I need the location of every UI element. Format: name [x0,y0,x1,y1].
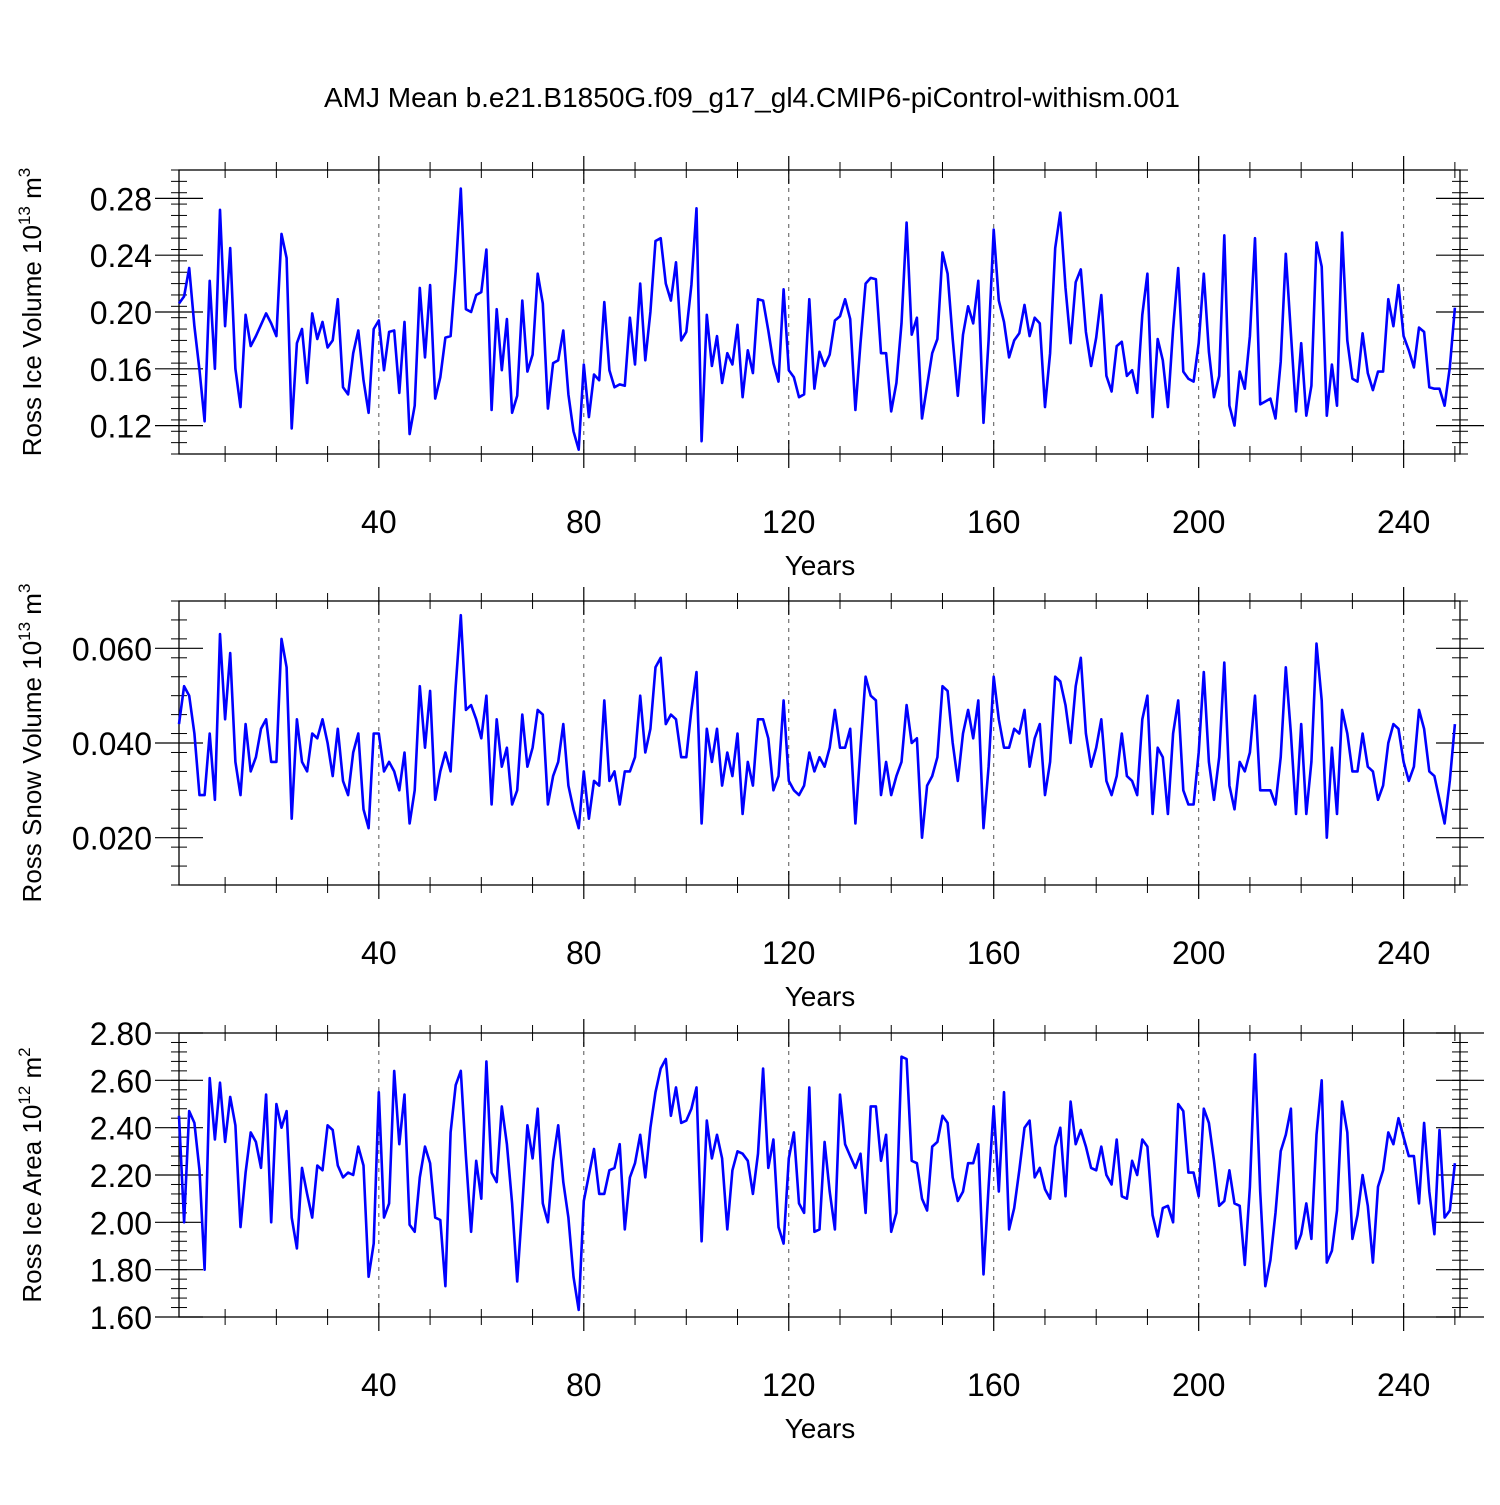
plot-frame [178,169,1461,455]
y-tick-label: 1.80 [90,1253,152,1289]
y-axis-label-unit-exponent: 3 [15,584,34,593]
x-tick-label: 120 [762,1367,815,1403]
chart-title: AMJ Mean b.e21.B1850G.f09_g17_gl4.CMIP6-… [324,82,1180,113]
y-axis-label: Ross Ice Volume 1013 m3 [15,168,47,457]
y-axis-label-unit: m [17,177,47,206]
y-axis-label-unit-exponent: 3 [15,168,34,177]
x-tick-label: 160 [967,935,1020,971]
y-tick-label: 2.80 [90,1016,152,1052]
x-tick-label: 200 [1172,504,1225,540]
y-tick-label: 0.28 [90,181,152,217]
y-tick-label: 2.20 [90,1158,152,1194]
plot-frame [178,600,1461,886]
y-tick-label: 0.24 [90,238,152,274]
x-tick-label: 200 [1172,1367,1225,1403]
panel-2: 40 80 120 160 200 240 0.020 0.040 0.060 Years Ross… [15,584,1484,1012]
x-tick-label: 160 [967,1367,1020,1403]
y-axis-label-exponent: 12 [15,1086,34,1105]
y-tick-label: 1.60 [90,1300,152,1336]
x-axis-label: Years [785,550,856,581]
y-tick-label: 0.060 [72,631,152,667]
y-tick-label: 2.00 [90,1205,152,1241]
x-tick-label: 80 [566,1367,602,1403]
y-tick-label: 0.20 [90,295,152,331]
x-axis-label: Years [785,981,856,1012]
y-tick-label: 2.40 [90,1111,152,1147]
x-tick-label: 40 [361,504,397,540]
y-axis-label: Ross Ice Area 1012 m2 [15,1047,47,1302]
x-tick-label: 240 [1377,935,1430,971]
x-tick-label: 240 [1377,1367,1430,1403]
x-tick-label: 40 [361,1367,397,1403]
x-tick-label: 120 [762,935,815,971]
plot-frame [178,1032,1461,1318]
y-tick-label: 0.020 [72,821,152,857]
series-line [177,187,1457,452]
y-tick-label: 0.16 [90,352,152,388]
series-line [177,613,1457,840]
y-axis-label-main: Ross Snow Volume 10 [17,641,47,903]
y-axis-label-unit: m [17,1057,47,1086]
panel-3: 40 80 120 160 200 240 1.60 1.80 2.00 2.20 2.40 2.60… [15,1016,1484,1444]
y-axis-label-unit: m [17,593,47,622]
x-tick-label: 40 [361,935,397,971]
y-axis-label-exponent: 13 [15,622,34,641]
panel-1: 40 80 120 160 200 240 0.12 0.16 0.20 0.24 0.28 Year… [15,156,1484,581]
x-tick-label: 240 [1377,504,1430,540]
series-line [177,1053,1457,1312]
y-axis-label-unit-exponent: 2 [15,1047,34,1056]
x-tick-label: 160 [967,504,1020,540]
y-tick-label: 2.60 [90,1063,152,1099]
y-tick-label: 0.040 [72,726,152,762]
x-tick-label: 120 [762,504,815,540]
x-tick-label: 200 [1172,935,1225,971]
x-axis-label: Years [785,1413,856,1444]
y-axis-label-exponent: 13 [15,206,34,225]
x-tick-label: 80 [566,504,602,540]
y-tick-label: 0.12 [90,409,152,445]
y-axis-label-main: Ross Ice Area 10 [17,1105,47,1303]
x-tick-label: 80 [566,935,602,971]
panels: 40 80 120 160 200 2400.120.160.200.240.28Year… [15,156,1484,1444]
y-axis-label: Ross Snow Volume 1013 m3 [15,584,47,903]
y-axis-label-main: Ross Ice Volume 10 [17,225,47,456]
